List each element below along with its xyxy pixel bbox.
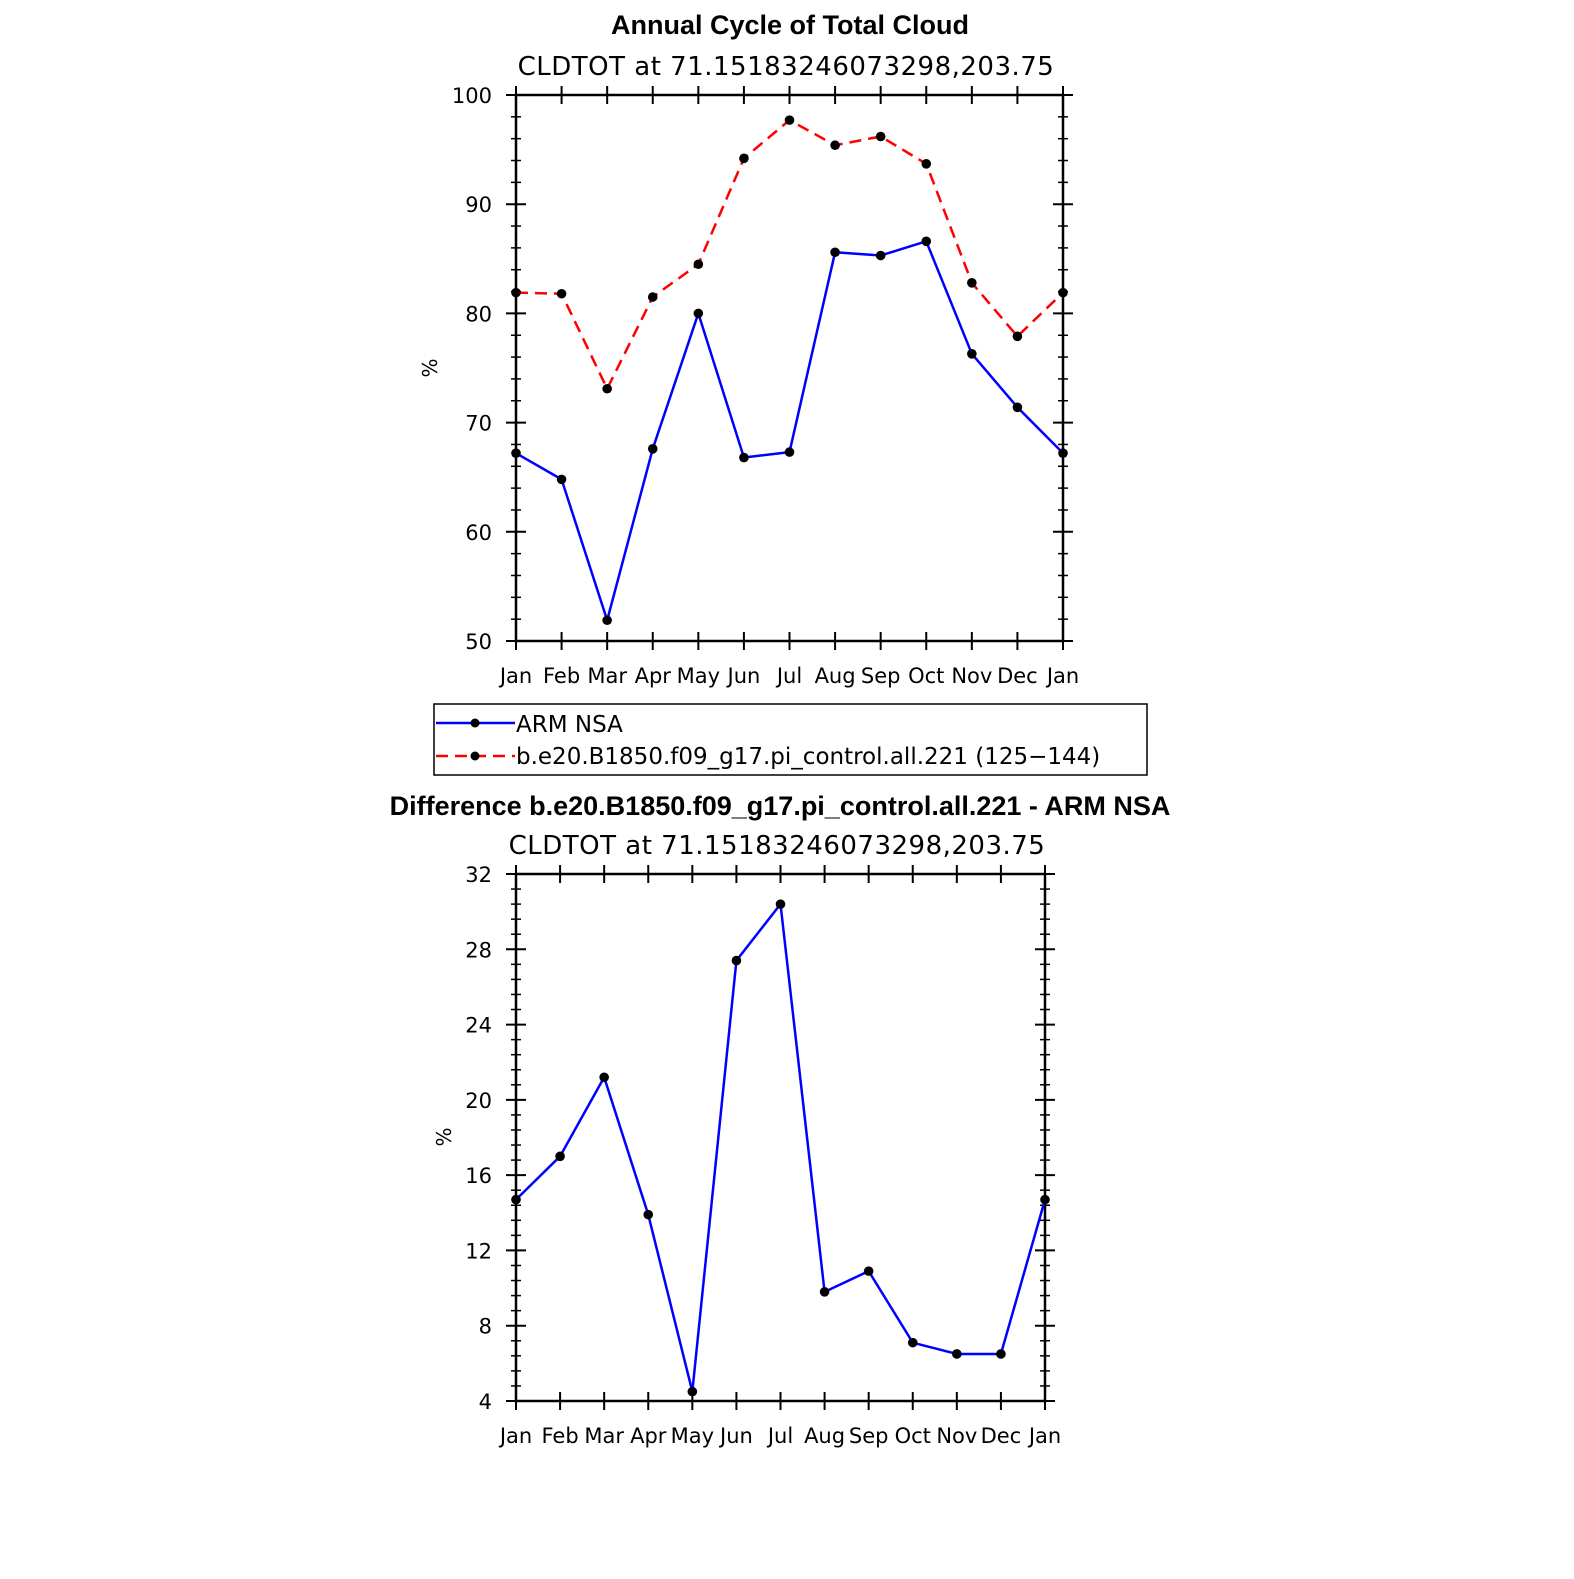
top-series-1-point: [875, 131, 886, 142]
bottom-y-tick-label: 12: [465, 1239, 492, 1263]
top-series-1-point: [556, 288, 567, 299]
bottom-x-tick-label: Dec: [981, 1424, 1022, 1448]
legend-marker-model: [470, 751, 480, 761]
legend-label-model: b.e20.B1850.f09_g17.pi_control.all.221 (…: [516, 744, 1100, 770]
top-series-1-point: [1058, 287, 1068, 298]
top-series-0-point: [1012, 402, 1023, 413]
top-y-tick-label: 80: [465, 302, 492, 326]
bottom-series-0-point: [511, 1194, 521, 1205]
bottom-x-tick-label: Feb: [541, 1424, 578, 1448]
top-x-tick-label: Jan: [498, 664, 532, 688]
bottom-chart-subtitle: CLDTOT at 71.15183246073298,203.75: [509, 831, 1046, 861]
top-series-1-point: [739, 153, 749, 164]
bottom-x-tick-label: Aug: [804, 1424, 845, 1448]
bottom-y-tick-label: 8: [479, 1315, 492, 1339]
legend: ARM NSA b.e20.B1850.f09_g17.pi_control.a…: [433, 703, 1148, 776]
top-y-tick-label: 50: [465, 630, 492, 654]
top-series-1-point: [921, 158, 932, 169]
bottom-series-0-point: [1040, 1194, 1050, 1205]
top-chart-subtitle: CLDTOT at 71.15183246073298,203.75: [518, 52, 1055, 82]
bottom-x-tick-label: Sep: [849, 1424, 889, 1448]
legend-marker-arm-nsa: [470, 718, 480, 728]
bottom-x-tick-label: Jun: [718, 1424, 753, 1448]
bottom-y-tick-label: 16: [465, 1164, 492, 1188]
bottom-x-tick-label: Oct: [895, 1424, 931, 1448]
bottom-y-tick-label: 32: [465, 863, 492, 887]
top-series-0-point: [602, 615, 612, 626]
top-x-tick-label: May: [677, 664, 720, 688]
top-series-0-point: [967, 349, 977, 359]
top-x-tick-label: Mar: [587, 664, 627, 688]
top-chart-title: Annual Cycle of Total Cloud: [611, 10, 969, 40]
bottom-chart-plot: Jan Feb Mar Apr May Jun Jul Aug Sep Oct Nov Dec Jan4…: [465, 863, 1061, 1448]
top-y-tick-label: 90: [465, 193, 492, 217]
top-series-0-point: [739, 452, 749, 463]
top-x-tick-label: Oct: [908, 664, 944, 688]
bottom-x-tick-label: Apr: [630, 1424, 667, 1448]
bottom-x-tick-label: May: [671, 1424, 714, 1448]
bottom-series-0-point: [599, 1072, 609, 1083]
top-x-tick-label: Jul: [775, 664, 802, 688]
top-series-0-point: [647, 444, 658, 454]
bottom-series-0-point: [819, 1287, 830, 1297]
bottom-series-0-point: [731, 955, 742, 966]
bottom-series-0-point: [775, 899, 786, 909]
top-series-0-point: [921, 236, 932, 247]
top-series-0-point: [693, 308, 704, 319]
bottom-chart-ylabel: %: [432, 1127, 456, 1146]
top-series-1-point: [967, 278, 977, 288]
top-y-tick-label: 60: [465, 521, 492, 545]
top-chart-ylabel: %: [418, 358, 442, 377]
bottom-x-tick-label: Mar: [584, 1424, 624, 1448]
top-x-tick-label: Aug: [815, 664, 856, 688]
bottom-series-0-point: [555, 1151, 565, 1162]
top-chart-plot: Jan Feb Mar Apr May Jun Jul Aug Sep Oct Nov Dec Jan5…: [452, 84, 1079, 688]
bottom-y-tick-label: 24: [465, 1014, 492, 1038]
top-series-1-point: [784, 115, 795, 125]
top-series-0-point: [875, 250, 886, 261]
bottom-y-tick-label: 4: [479, 1390, 492, 1414]
bottom-chart-title: Difference b.e20.B1850.f09_g17.pi_contro…: [390, 791, 1171, 821]
top-x-tick-label: Nov: [951, 664, 992, 688]
top-x-tick-label: Jan: [1045, 664, 1079, 688]
top-series-0-point: [511, 448, 521, 458]
top-series-0-point: [784, 447, 795, 457]
top-series-1-point: [693, 259, 704, 270]
bottom-x-tick-label: Jul: [766, 1424, 793, 1448]
bottom-x-tick-label: Nov: [936, 1424, 977, 1448]
top-series-1-point: [830, 140, 840, 151]
legend-box: [433, 703, 1148, 776]
top-series-1-point: [647, 292, 658, 302]
top-y-tick-label: 70: [465, 412, 492, 436]
top-x-tick-label: Apr: [635, 664, 672, 688]
bottom-series-0-point: [863, 1266, 874, 1276]
top-series-0-point: [830, 247, 840, 258]
top-series-0-point: [1058, 448, 1068, 458]
top-x-tick-label: Jun: [726, 664, 761, 688]
top-series-1-point: [602, 383, 612, 394]
top-series-1-point: [1012, 331, 1023, 342]
bottom-series-0-point: [643, 1209, 654, 1220]
top-x-tick-label: Feb: [543, 664, 580, 688]
top-y-tick-label: 100: [452, 84, 492, 108]
top-x-tick-label: Dec: [997, 664, 1038, 688]
bottom-x-tick-label: Jan: [1027, 1424, 1061, 1448]
bottom-series-0-point: [952, 1349, 962, 1359]
bottom-y-tick-label: 28: [465, 938, 492, 962]
top-series-1-point: [511, 287, 521, 298]
bottom-series-0-point: [687, 1386, 698, 1397]
bottom-x-tick-label: Jan: [498, 1424, 532, 1448]
top-x-tick-label: Sep: [861, 664, 901, 688]
legend-label-arm-nsa: ARM NSA: [516, 712, 623, 738]
top-series-0-point: [556, 474, 567, 485]
bottom-series-0-point: [996, 1349, 1006, 1359]
bottom-y-tick-label: 20: [465, 1089, 492, 1113]
bottom-series-0-point: [907, 1337, 918, 1348]
